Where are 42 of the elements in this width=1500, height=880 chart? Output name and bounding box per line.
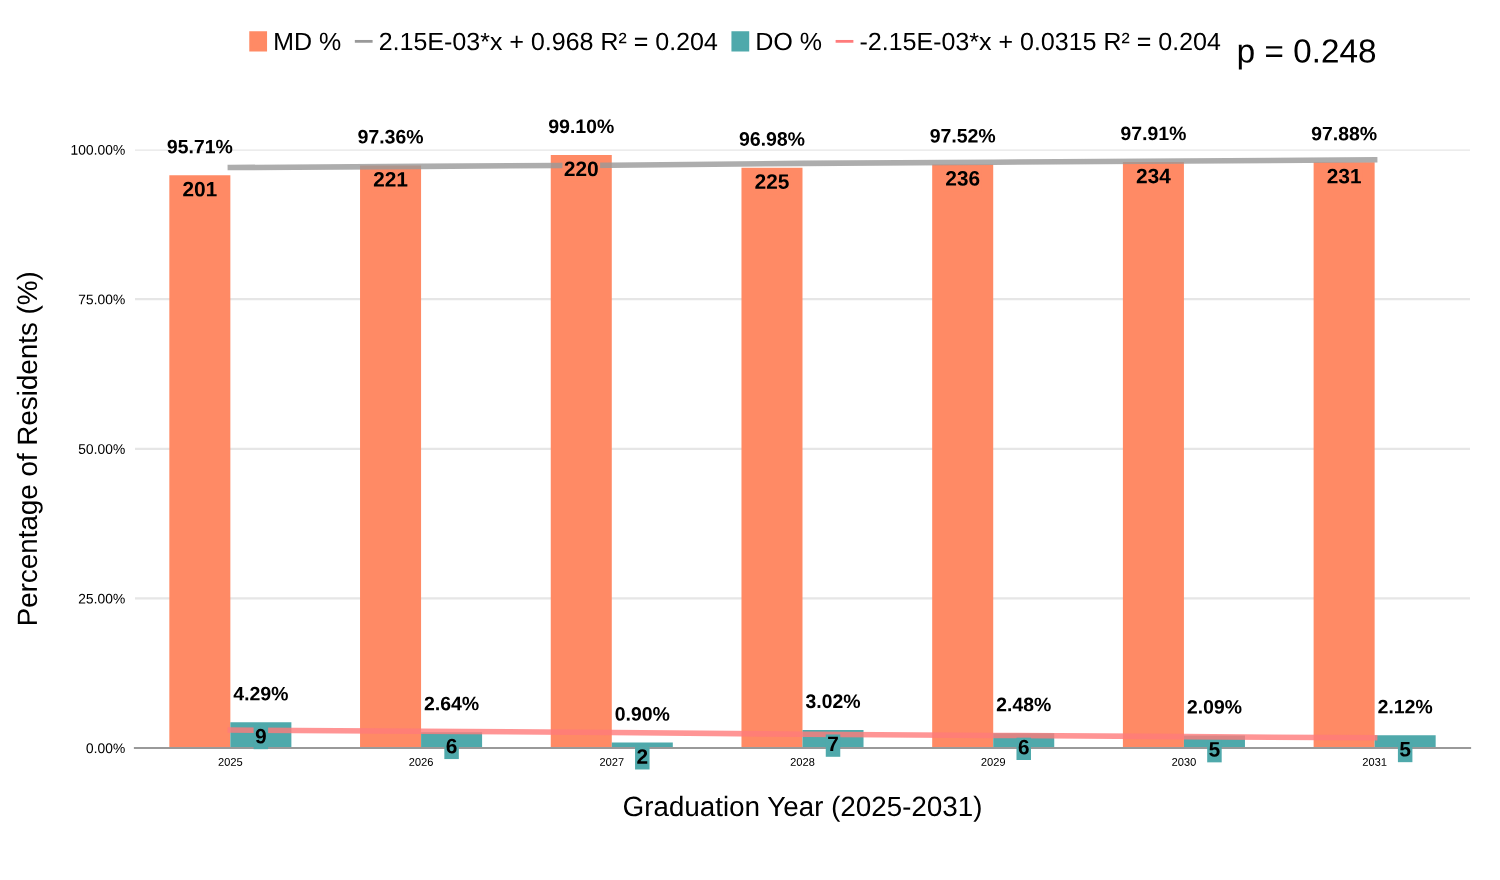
bar <box>550 154 612 748</box>
data-label: 97.52% <box>930 128 996 143</box>
bar <box>1122 162 1184 748</box>
annotation: 231 <box>1327 168 1361 184</box>
data-label: 2.64% <box>424 696 479 711</box>
annotation: 5 <box>1209 742 1220 757</box>
annotation: 2 <box>637 749 648 764</box>
y-axis-title: Percentage of Residents (%) <box>16 272 43 625</box>
annotation: 220 <box>564 161 598 177</box>
data-label: 2.12% <box>1378 699 1433 714</box>
bar <box>741 167 803 748</box>
bar <box>1313 162 1375 748</box>
data-label: 99.10% <box>548 119 614 134</box>
data-label: 97.91% <box>1121 126 1186 141</box>
text: p = 0.248 <box>1238 39 1376 70</box>
annotation: 225 <box>755 174 789 189</box>
data-label: 95.71% <box>167 139 233 154</box>
data-label: 97.36% <box>358 129 424 144</box>
annotation: 6 <box>1018 739 1029 755</box>
bar <box>169 175 231 748</box>
legend-label: MD % <box>275 32 341 51</box>
data-label: 2.09% <box>1187 699 1242 714</box>
annotation: 6 <box>446 738 457 754</box>
legend-label: DO % <box>757 32 822 51</box>
annotation: 201 <box>183 181 217 197</box>
x-axis-title: Graduation Year (2025-2031) <box>623 795 981 822</box>
data-label: 0.90% <box>615 707 670 721</box>
annotation: 9 <box>255 728 266 744</box>
annotation: 7 <box>828 736 838 752</box>
data-label: 97.88% <box>1311 126 1377 141</box>
data-label: 3.02% <box>805 694 861 709</box>
bar <box>360 165 422 748</box>
legend-label: -2.15E-03*x + 0.0315 R² = 0.204 <box>860 32 1221 51</box>
legend-label: 2.15E-03*x + 0.968 R² = 0.204 <box>379 32 718 51</box>
data-label: 4.29% <box>233 686 288 701</box>
annotation: 234 <box>1136 168 1171 184</box>
data-label: 2.48% <box>996 697 1051 712</box>
data-label: 96.98% <box>739 132 805 146</box>
annotation: 221 <box>373 171 408 187</box>
bar <box>932 164 994 748</box>
annotation: 236 <box>946 170 980 186</box>
annotation: 5 <box>1400 742 1411 757</box>
